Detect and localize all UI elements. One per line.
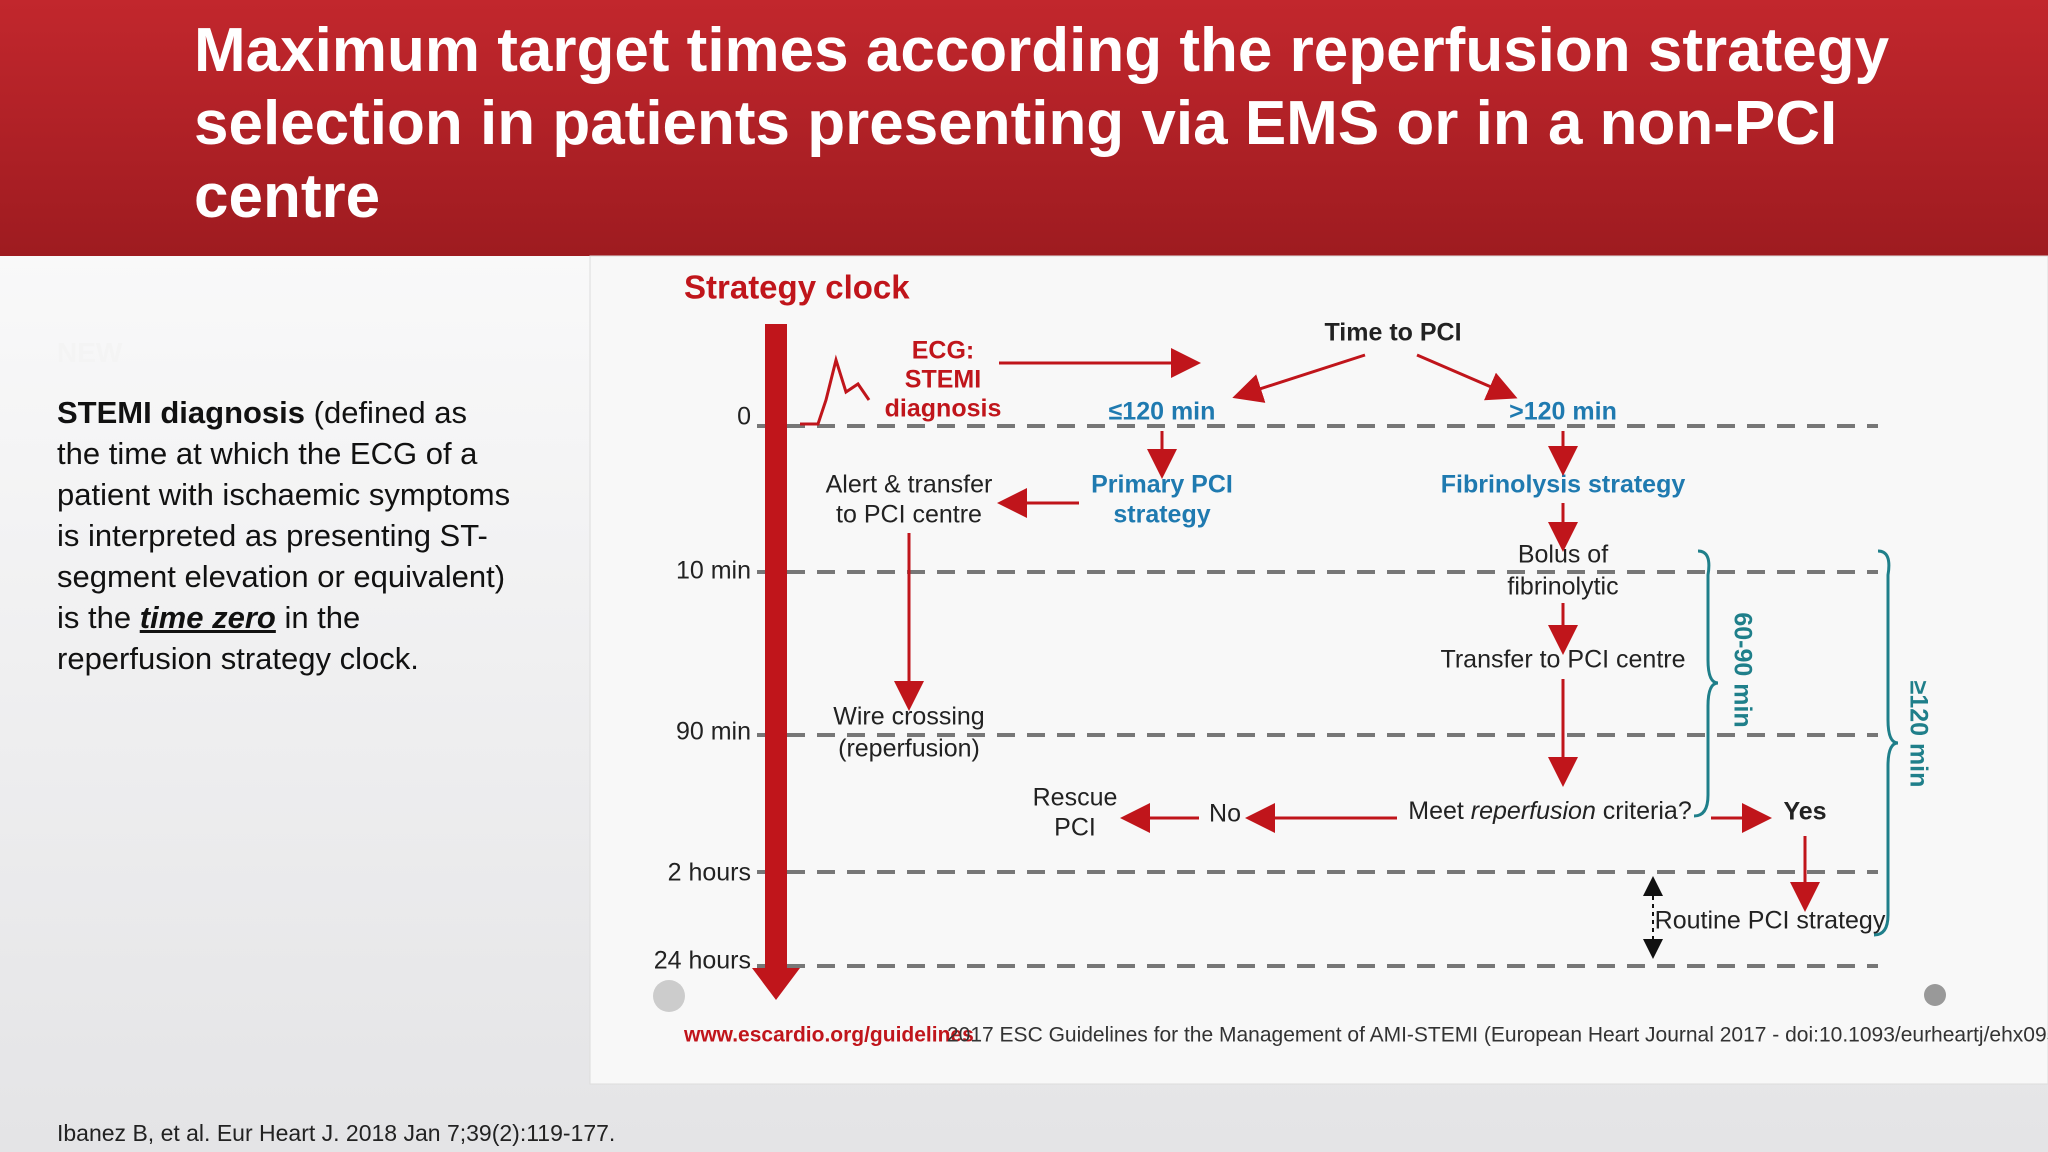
node-label: Transfer to PCI centre [1441,646,1686,674]
node-label: Alert & transfer [826,471,993,499]
time-label: 24 hours [654,947,751,975]
text: (defined as the time at which the ECG of… [57,395,511,635]
node-label: ≤120 min [1109,398,1216,426]
node-label: diagnosis [885,395,1002,423]
braces [1693,549,1899,937]
node-label: Meet reperfusion criteria? [1408,797,1691,825]
header-bar [0,0,2048,256]
diagram-title: Strategy clock [684,269,910,306]
brace-label: ≥120 min [1904,681,1932,788]
slider-dot [1924,984,1946,1006]
node-label: PCI [1054,814,1096,842]
node-label: Fibrinolysis strategy [1441,471,1686,499]
node-label: to PCI centre [836,501,982,529]
time-label: 2 hours [668,859,751,887]
citation: Ibanez B, et al. Eur Heart J. 2018 Jan 7… [57,1120,616,1146]
tag: NEW [57,337,123,368]
text: reperfusion [1471,797,1596,825]
node-label: Routine PCI strategy [1655,907,1886,935]
time-label: 0 [737,403,751,431]
arrows [894,348,1820,959]
node-label: Rescue [1033,784,1118,812]
node-label: Yes [1783,798,1826,826]
node-label: No [1209,800,1241,828]
node-label: STEMI [905,366,981,394]
node-label: Wire crossing [833,703,984,731]
time-label: 10 min [676,557,751,585]
node-label: ECG: [912,337,975,365]
bold-text: STEMI diagnosis [57,395,306,430]
brace-label: 60-90 min [1728,612,1756,727]
time-label: 90 min [676,718,751,746]
description: STEMI diagnosis (defined as the time at … [57,392,512,679]
node-label: fibrinolytic [1507,573,1618,601]
text: criteria? [1596,797,1692,825]
node-label: strategy [1113,501,1210,529]
text: in the reperfusion strategy clock. [57,600,419,676]
text: Meet [1408,797,1471,825]
clock-arrow [752,324,800,1000]
slider-dot [653,980,685,1012]
time-grid [757,424,1878,968]
diagram-panel [589,255,2048,1085]
node-label: >120 min [1509,398,1617,426]
node-label: Time to PCI [1324,319,1461,347]
footer-source: 2017 ESC Guidelines for the Management o… [947,1024,2048,1047]
footer-url: www.escardio.org/guidelines [683,1024,974,1047]
ecg-wave [800,354,871,426]
emphasis: time zero [139,600,276,635]
slide-title: Maximum target times according the reper… [194,16,1890,231]
node-label: (reperfusion) [838,735,980,763]
node-label: Primary PCI [1091,471,1233,499]
